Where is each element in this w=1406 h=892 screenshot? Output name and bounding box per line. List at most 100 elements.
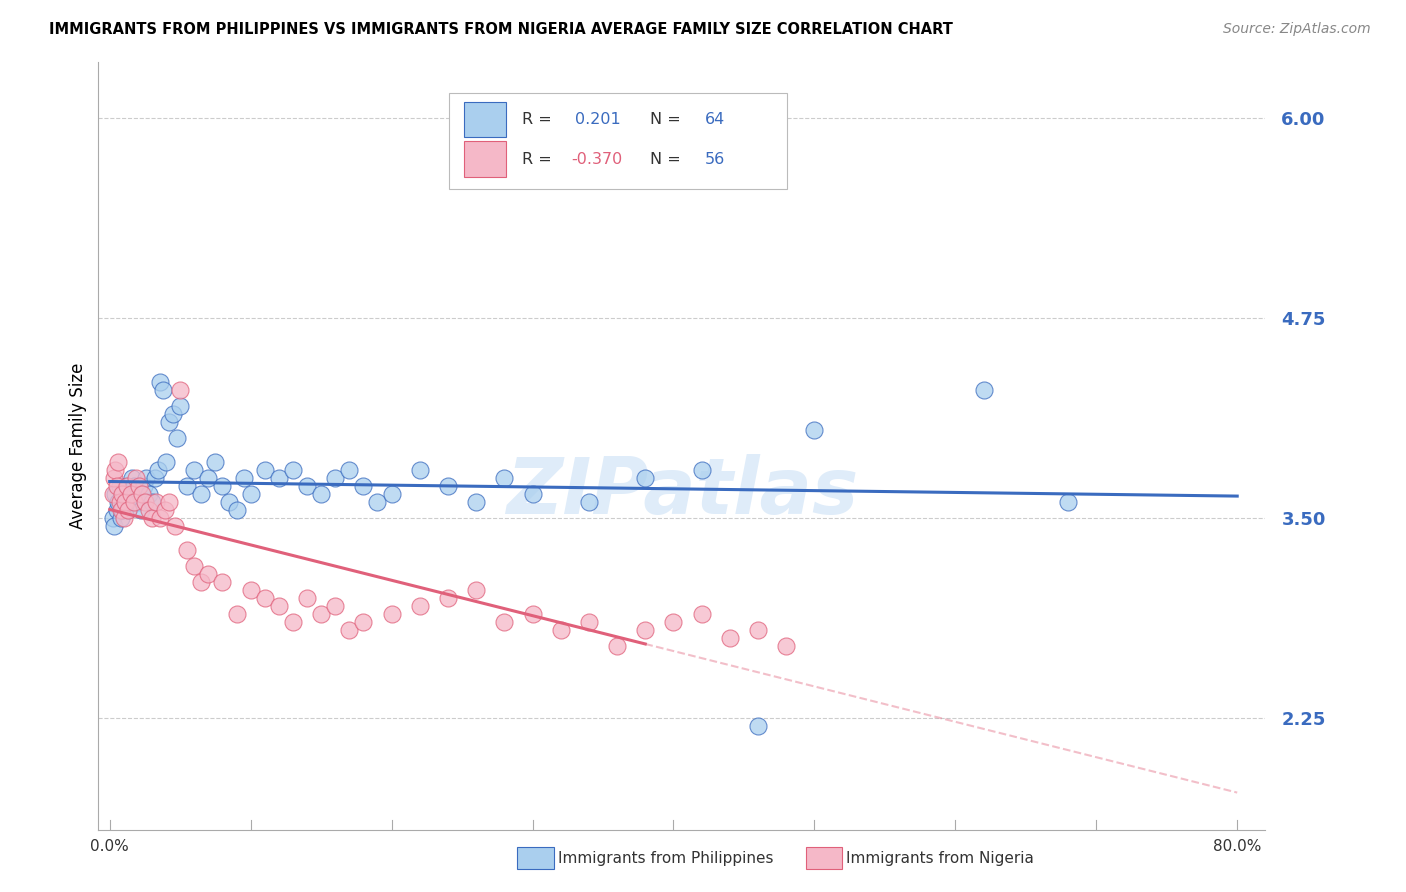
Text: IMMIGRANTS FROM PHILIPPINES VS IMMIGRANTS FROM NIGERIA AVERAGE FAMILY SIZE CORRE: IMMIGRANTS FROM PHILIPPINES VS IMMIGRANT… [49,22,953,37]
Point [295,479,318,493]
Point [153,503,176,517]
Point [1057,495,1080,509]
Point [690,607,713,621]
Text: Immigrants from Philippines: Immigrants from Philippines [558,852,773,866]
Point [101,487,124,501]
Point [718,631,741,645]
Point [103,471,125,485]
FancyBboxPatch shape [464,102,506,136]
Point [225,503,247,517]
Point [107,495,129,509]
Point [176,479,198,493]
Text: N =: N = [651,112,681,128]
Point [225,607,247,621]
Y-axis label: Average Family Size: Average Family Size [69,363,87,529]
Point [803,423,825,437]
Text: R =: R = [522,112,551,128]
Point [662,615,685,629]
Point [138,487,160,501]
Point [135,471,157,485]
Point [634,623,657,637]
Point [138,503,160,517]
Point [115,479,138,493]
Point [155,455,177,469]
Point [232,471,254,485]
Point [267,599,290,613]
Point [281,615,304,629]
Point [110,511,132,525]
Point [141,511,163,525]
Point [101,511,124,525]
Point [211,574,233,589]
Point [437,479,460,493]
Point [122,479,145,493]
Point [409,463,432,477]
Point [337,463,360,477]
Point [295,591,318,605]
Point [108,495,131,509]
Point [120,487,142,501]
Point [166,431,188,445]
Text: -0.370: -0.370 [571,153,623,168]
Text: Source: ZipAtlas.com: Source: ZipAtlas.com [1223,22,1371,37]
Text: 64: 64 [706,112,725,128]
Point [105,503,128,517]
Text: ZIPatlas: ZIPatlas [506,454,858,530]
Point [110,503,132,517]
Point [366,495,388,509]
Point [149,511,172,525]
Point [131,487,153,501]
Point [128,479,150,493]
Point [522,487,544,501]
Text: 0.0%: 0.0% [90,839,129,855]
Point [117,503,139,517]
Point [114,495,136,509]
Point [127,495,149,509]
Point [183,463,205,477]
Point [125,471,148,485]
Point [409,599,432,613]
Point [118,495,141,509]
Point [381,607,404,621]
Point [108,479,131,493]
Text: 80.0%: 80.0% [1213,839,1261,855]
Point [309,487,332,501]
Point [267,471,290,485]
Point [111,487,134,501]
Point [120,487,142,501]
Point [103,519,125,533]
Point [253,463,276,477]
Point [522,607,544,621]
Point [578,495,600,509]
FancyBboxPatch shape [449,93,787,189]
Point [775,639,797,653]
Point [157,495,180,509]
Point [381,487,404,501]
Point [239,487,262,501]
Text: 0.201: 0.201 [575,112,620,128]
Point [143,471,166,485]
Point [132,479,155,493]
Point [190,487,212,501]
Text: Immigrants from Nigeria: Immigrants from Nigeria [846,852,1035,866]
Point [973,383,995,397]
Point [124,487,146,501]
Point [578,615,600,629]
Point [152,383,174,397]
Point [162,407,184,421]
Point [352,479,374,493]
Point [190,574,212,589]
Point [169,383,191,397]
Point [157,415,180,429]
Point [323,599,346,613]
Point [218,495,240,509]
FancyBboxPatch shape [464,142,506,177]
Point [437,591,460,605]
Point [550,623,572,637]
Point [337,623,360,637]
Point [747,623,769,637]
Text: 56: 56 [706,153,725,168]
Point [145,495,167,509]
Point [494,615,516,629]
Point [690,463,713,477]
